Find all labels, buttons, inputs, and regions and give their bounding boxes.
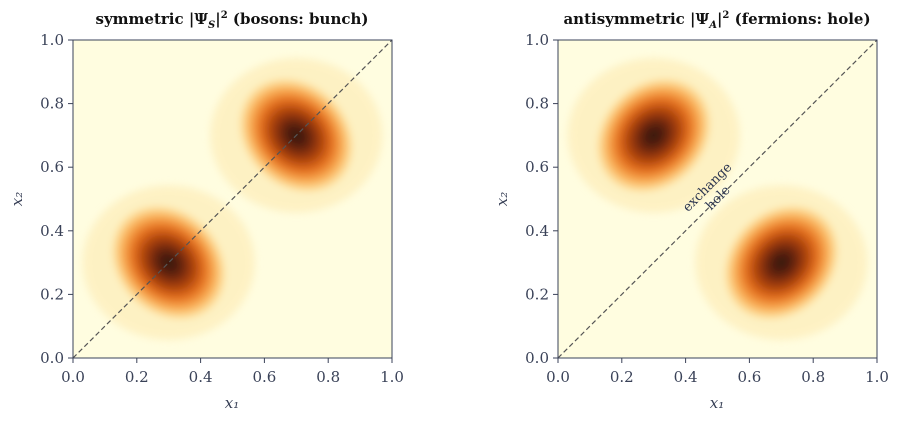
x-tick-label: 1.0 xyxy=(865,368,889,386)
plot-frame xyxy=(72,39,393,359)
diagonal-line xyxy=(72,39,393,359)
density-peak xyxy=(592,74,715,197)
x-tick-label: 0.8 xyxy=(316,368,340,386)
diagonal-line xyxy=(557,39,878,359)
x-tick-label: 0.4 xyxy=(674,368,698,386)
y-tick-label: 1.0 xyxy=(40,31,64,49)
x-tick-label: 0.0 xyxy=(61,368,85,386)
x-tick-label: 0.8 xyxy=(801,368,825,386)
x-tick-label: 0.0 xyxy=(546,368,570,386)
y-tick-label: 0.0 xyxy=(40,349,64,367)
x-tick-label: 0.4 xyxy=(189,368,213,386)
y-tick-label: 1.0 xyxy=(525,31,549,49)
panel-title: antisymmetric |ΨA|2 (fermions: hole) xyxy=(563,10,870,31)
x-tick-label: 0.6 xyxy=(252,368,276,386)
panel-symmetric: symmetric |ΨS|2 (bosons: bunch) 0.0 0.2 0.… xyxy=(8,10,404,412)
y-tick-label: 0.6 xyxy=(40,158,64,176)
plot-frame xyxy=(557,39,878,359)
heatmap-layer xyxy=(567,58,868,340)
y-axis-label: x₂ xyxy=(8,192,26,206)
x-tick-label: 0.2 xyxy=(125,368,149,386)
x-tick-label: 0.6 xyxy=(737,368,761,386)
x-tick-label: 0.2 xyxy=(610,368,634,386)
y-tick-label: 0.6 xyxy=(525,158,549,176)
y-tick-label: 0.8 xyxy=(40,95,64,113)
x-tick-label: 1.0 xyxy=(380,368,404,386)
y-tick-label: 0.2 xyxy=(525,285,549,303)
y-tick-label: 0.0 xyxy=(525,349,549,367)
y-tick-label: 0.4 xyxy=(40,222,64,240)
panel-title: symmetric |ΨS|2 (bosons: bunch) xyxy=(96,10,369,31)
density-peak xyxy=(720,201,843,324)
y-tick-label: 0.4 xyxy=(525,222,549,240)
x-axis-label: x₁ xyxy=(710,394,724,412)
x-axis-label: x₁ xyxy=(225,394,239,412)
y-tick-label: 0.2 xyxy=(40,285,64,303)
y-tick-label: 0.8 xyxy=(525,95,549,113)
y-axis-label: x₂ xyxy=(493,192,511,206)
panel-antisymmetric: antisymmetric |ΨA|2 (fermions: hole) exc… xyxy=(493,10,889,412)
